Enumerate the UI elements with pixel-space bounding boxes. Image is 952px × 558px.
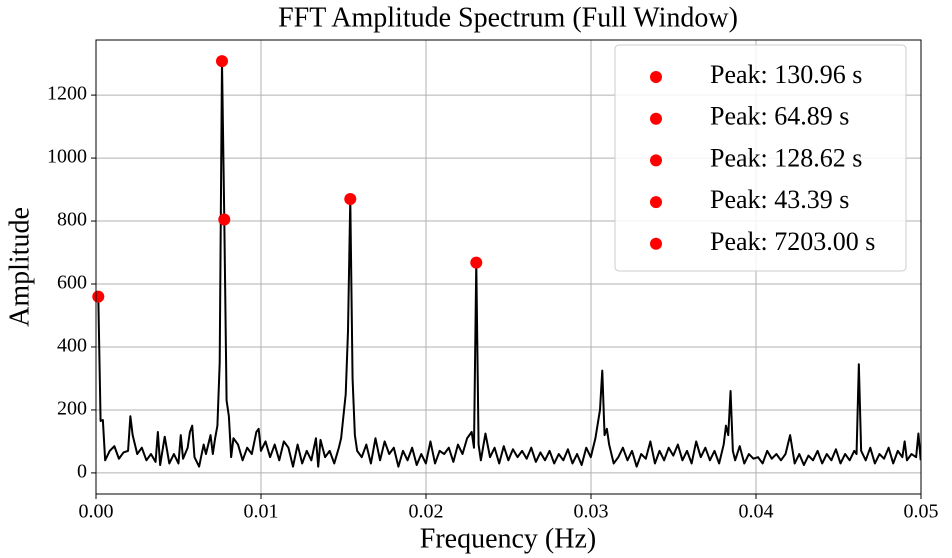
- peak-marker: [92, 290, 105, 303]
- legend-label: Peak: 128.62 s: [710, 143, 862, 172]
- legend-box: [614, 44, 907, 272]
- spectrum-line: [97, 60, 921, 468]
- x-tick-label: 0.05: [904, 501, 939, 523]
- peak-marker: [218, 213, 231, 226]
- y-tick-label: 0: [77, 460, 87, 482]
- x-tick-label: 0.03: [574, 501, 609, 523]
- peak-marker: [215, 55, 228, 68]
- y-tick-label: 800: [57, 209, 87, 231]
- x-axis-label: Frequency (Hz): [420, 523, 596, 554]
- plot-frame: [95, 39, 922, 495]
- chart-title: FFT Amplitude Spectrum (Full Window): [278, 2, 738, 33]
- y-tick-label: 200: [57, 398, 87, 420]
- legend-marker: [650, 154, 662, 167]
- y-tick-label: 1000: [47, 146, 87, 168]
- legend-label: Peak: 7203.00 s: [710, 227, 875, 256]
- x-tick-label: 0.00: [79, 501, 114, 523]
- x-tick-label: 0.02: [409, 501, 444, 523]
- legend-label: Peak: 64.89 s: [710, 102, 849, 131]
- y-tick-label: 1200: [47, 83, 87, 105]
- legend-marker: [650, 71, 662, 83]
- legend-label: Peak: 130.96 s: [710, 60, 862, 89]
- legend-marker: [650, 237, 662, 250]
- legend-marker: [650, 196, 662, 209]
- x-tick-label: 0.04: [739, 501, 774, 523]
- legend: Peak: 130.96 s Peak: 64.89 s Peak: 128.62 …: [614, 44, 907, 272]
- peak-marker: [470, 256, 483, 269]
- legend-marker: [650, 112, 662, 125]
- y-tick-label: 400: [57, 335, 87, 357]
- y-axis-label: Amplitude: [4, 207, 35, 327]
- x-tick-label: 0.01: [244, 501, 279, 523]
- legend-label: Peak: 43.39 s: [710, 185, 849, 214]
- y-tick-label: 600: [57, 272, 87, 294]
- peak-marker: [344, 192, 357, 205]
